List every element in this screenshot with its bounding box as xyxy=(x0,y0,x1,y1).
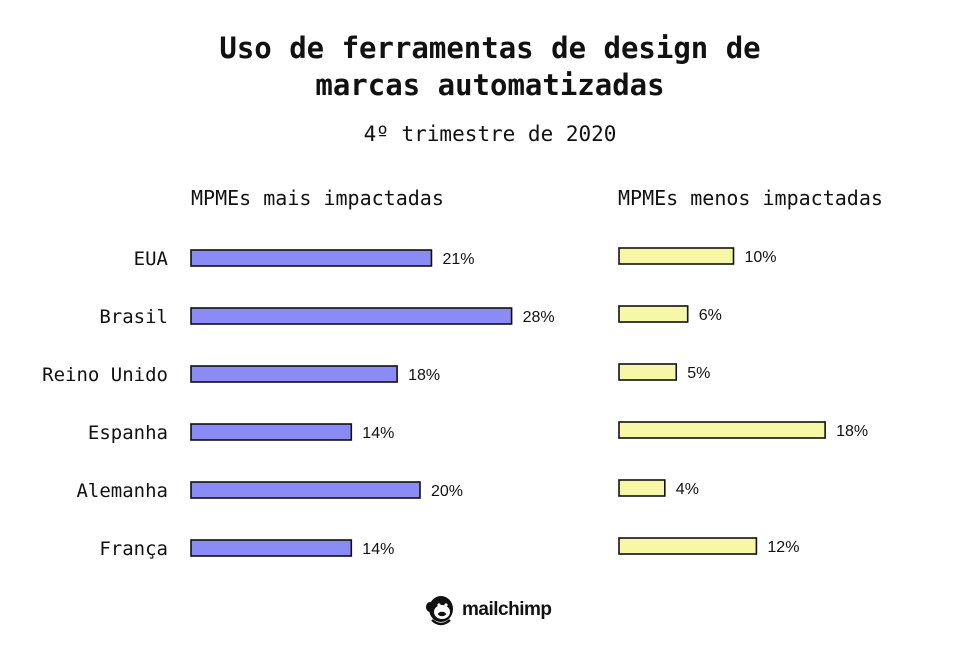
data-label: 28% xyxy=(523,309,555,326)
bar xyxy=(190,249,433,267)
bar xyxy=(618,479,666,497)
category-label: Espanha xyxy=(88,422,168,444)
bar xyxy=(190,539,353,557)
bar xyxy=(618,247,735,265)
bar xyxy=(618,305,689,323)
bar xyxy=(190,365,398,383)
data-label: 21% xyxy=(442,251,474,268)
data-label: 6% xyxy=(699,307,722,324)
bar xyxy=(190,307,513,325)
data-label: 4% xyxy=(676,481,699,498)
chimp-icon xyxy=(426,596,453,626)
chart-title-line-2: marcas automatizadas xyxy=(315,68,665,102)
bar xyxy=(190,481,421,499)
data-label: 20% xyxy=(431,483,463,500)
bar xyxy=(190,423,353,441)
mailchimp-logo: mailchimp xyxy=(424,590,552,630)
chart-subtitle: 4º trimestre de 2020 xyxy=(363,122,617,146)
category-label: França xyxy=(99,538,168,560)
category-label: Alemanha xyxy=(76,480,168,502)
bar xyxy=(618,421,826,439)
data-label: 5% xyxy=(687,365,710,382)
chart-title: Uso de ferramentas de design de marcas a… xyxy=(0,30,980,104)
series-header: MPMEs mais impactadas xyxy=(191,186,444,210)
data-label: 12% xyxy=(767,539,799,556)
data-label: 14% xyxy=(362,425,394,442)
bar xyxy=(618,537,758,555)
data-label: 18% xyxy=(836,423,868,440)
chart-title-line-1: Uso de ferramentas de design de xyxy=(219,31,761,65)
logo-text: mailchimp xyxy=(462,599,552,620)
data-label: 14% xyxy=(362,541,394,558)
bar xyxy=(618,363,678,381)
series-header: MPMEs menos impactadas xyxy=(618,186,883,210)
data-label: 18% xyxy=(408,367,440,384)
category-label: EUA xyxy=(134,248,169,270)
category-label: Brasil xyxy=(99,306,168,328)
category-label: Reino Unido xyxy=(42,364,168,386)
data-label: 10% xyxy=(745,249,777,266)
